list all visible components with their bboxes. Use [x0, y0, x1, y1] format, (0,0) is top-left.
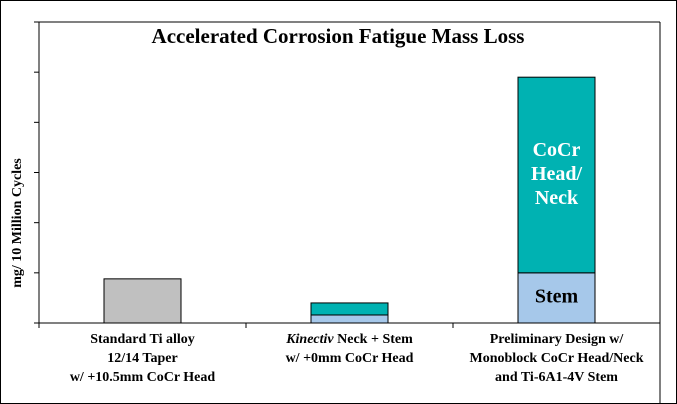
y-axis-label: mg/ 10 Million Cycles — [10, 158, 25, 288]
x-tick-label: Preliminary Design w/ — [490, 332, 625, 347]
bar-segment — [310, 302, 389, 316]
series-label: Stem — [535, 286, 579, 308]
x-tick-label: 12/14 Taper — [107, 351, 177, 366]
x-tick-label: Monoblock CoCr Head/Neck — [470, 351, 644, 366]
x-tick-label: w/ +10.5mm CoCr Head — [70, 370, 216, 385]
bar-segment — [103, 278, 182, 324]
bar-segment — [517, 272, 596, 324]
x-tick-label: Kinectiv Neck + Stem — [285, 332, 413, 347]
x-tick-label: w/ +0mm CoCr Head — [286, 351, 414, 366]
bar-segment — [310, 314, 389, 324]
x-tick-label: and Ti-6A1-4V Stem — [495, 370, 618, 385]
bar-segment — [517, 76, 596, 274]
x-tick-label: Standard Ti alloy — [90, 332, 195, 347]
series-label: CoCr Head/Neck — [531, 139, 583, 209]
chart-title: Accelerated Corrosion Fatigue Mass Loss — [152, 24, 525, 48]
